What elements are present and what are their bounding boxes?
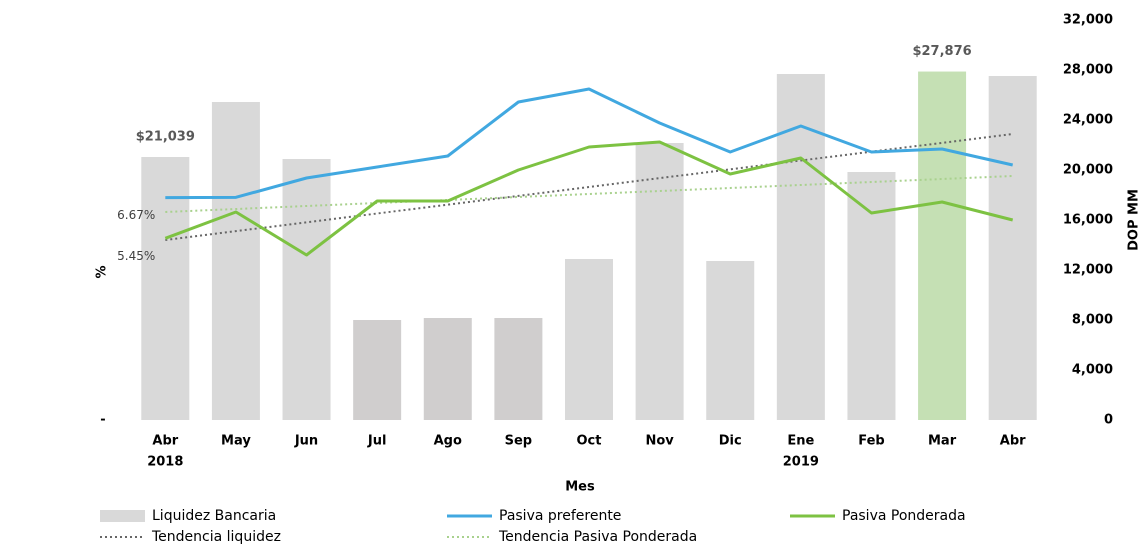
bar	[494, 318, 543, 420]
bar	[423, 318, 472, 420]
x-axis-label: Mes	[565, 480, 595, 495]
x-tick-label: Jul	[367, 434, 387, 449]
y2-tick-label: 24,000	[1063, 113, 1113, 128]
bar	[918, 71, 967, 421]
x-tick-label: Abr	[152, 434, 178, 449]
x-tick-label: Oct	[577, 434, 602, 449]
y2-axis-label: DOP MM	[1127, 189, 1142, 251]
y2-tick-label: 28,000	[1063, 63, 1113, 78]
y2-tick-label: 8,000	[1072, 313, 1113, 328]
bar	[706, 261, 755, 420]
legend-label: Pasiva Ponderada	[842, 508, 966, 524]
line	[165, 87, 1014, 200]
legend-swatch	[100, 510, 145, 522]
data-label: $21,039	[136, 130, 195, 145]
x-tick-label: Feb	[858, 434, 884, 449]
bar	[353, 320, 402, 420]
x-tick-label: Dic	[719, 434, 742, 449]
bar	[211, 102, 260, 420]
y2-tick-label: 4,000	[1072, 363, 1113, 378]
data-label: 5.45%	[117, 249, 155, 263]
bar	[988, 76, 1037, 420]
x-tick-label: Ago	[434, 434, 462, 449]
x-tick-label: Jun	[294, 434, 318, 449]
bar	[141, 157, 190, 420]
data-label: $27,876	[912, 44, 971, 59]
x-tick-label: Mar	[928, 434, 957, 449]
trend-line	[165, 175, 1013, 213]
legend-label: Liquidez Bancaria	[152, 508, 276, 524]
y2-tick-label: 20,000	[1063, 163, 1113, 178]
y2-tick-label: 12,000	[1063, 263, 1113, 278]
x-tick-label: Ene	[787, 434, 814, 449]
legend-label: Tendencia liquidez	[151, 529, 281, 545]
x-tick-label: Nov	[645, 434, 674, 449]
y2-tick-label: 0	[1104, 413, 1113, 428]
x-tick-label: Sep	[505, 434, 533, 449]
y-axis-label: %	[95, 265, 110, 278]
bar	[282, 159, 331, 420]
y2-tick-label: 32,000	[1063, 13, 1113, 28]
x-tick-label: May	[221, 434, 251, 449]
legend-label: Pasiva preferente	[499, 508, 621, 524]
x-tick-year: 2019	[783, 455, 819, 470]
legend-label: Tendencia Pasiva Ponderada	[498, 529, 697, 545]
bar	[635, 143, 684, 420]
x-tick-label: Abr	[1000, 434, 1026, 449]
line	[164, 140, 1014, 257]
x-tick-year: 2018	[147, 455, 183, 470]
data-label: 6.67%	[117, 208, 155, 222]
y-tick-label: -	[100, 413, 105, 428]
y2-tick-label: 16,000	[1063, 213, 1113, 228]
bar	[565, 259, 613, 420]
